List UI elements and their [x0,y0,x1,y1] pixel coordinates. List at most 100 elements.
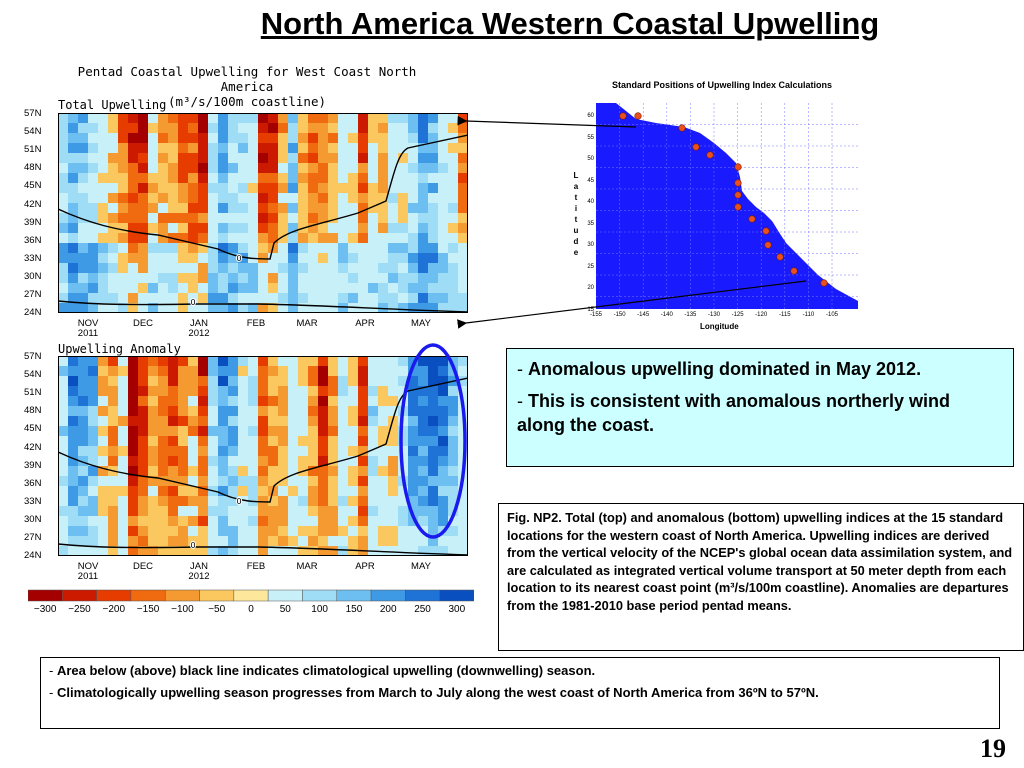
heatmap-cell [338,436,349,447]
heatmap-cell [438,516,449,527]
heatmap-cell [338,283,349,294]
heatmap-cell [328,386,339,397]
heatmap-cell [178,486,189,497]
heatmap-cell [218,213,229,224]
heatmap-cell [228,456,239,467]
heatmap-cell [198,536,209,547]
heatmap-cell [318,376,329,387]
heatmap-cell [258,396,269,407]
heatmap-cell [278,366,289,377]
heatmap-cell [348,486,359,497]
heatmap-cell [368,153,379,164]
heatmap-cell [188,396,199,407]
heatmap-cell [88,526,99,537]
heatmap-cell [368,223,379,234]
heatmap-cell [408,466,419,477]
colorbar-swatch [439,589,474,602]
heatmap-cell [428,253,439,264]
heatmap-cell [168,406,179,417]
heatmap-cell [338,133,349,144]
heatmap-cell [428,546,439,556]
heatmap-cell [248,293,259,304]
heatmap-cell [138,213,149,224]
heatmap-cell [138,416,149,427]
heatmap-cell [398,516,409,527]
heatmap-cell [188,113,199,124]
heatmap-cell [288,396,299,407]
heatmap-cell [238,273,249,284]
heatmap-cell [148,516,159,527]
heatmap-cell [168,203,179,214]
heatmap-cell [318,356,329,367]
heatmap-cell [88,456,99,467]
heatmap-cell [398,153,409,164]
map-lat-tick: 50 [587,156,594,162]
heatmap-cell [348,466,359,477]
colorbar-tick: 200 [379,604,397,615]
colorbar-tick: 150 [345,604,363,615]
colorbar-swatch [130,589,166,602]
heatmap-cell [148,526,159,537]
heatmap-cell [168,143,179,154]
heatmap-cell [128,153,139,164]
heatmap-cell [458,496,468,507]
heatmap-cell [358,263,369,274]
heatmap-cell [178,396,189,407]
heatmap-cell [348,416,359,427]
heatmap-cell [258,536,269,547]
heatmap-cell [448,436,459,447]
x-tick-label: MAY [411,318,431,329]
heatmap-cell [378,143,389,154]
heatmap-cell [108,183,119,194]
upwelling-station [820,279,828,287]
heatmap-cell [268,283,279,294]
heatmap-cell [128,496,139,507]
heatmap-cell [438,496,449,507]
heatmap-cell [148,416,159,427]
heatmap-cell [278,436,289,447]
heatmap-cell [248,526,259,537]
heatmap-cell [88,123,99,134]
heatmap-cell [218,486,229,497]
heatmap-cell [368,446,379,457]
heatmap-cell [278,496,289,507]
heatmap-cell [438,293,449,304]
x-tick: NOV 2011 [68,562,108,582]
heatmap-cell [398,506,409,517]
heatmap-cell [338,386,349,397]
heatmap-cell [218,233,229,244]
heatmap-cell [338,173,349,184]
heatmap-cell [188,446,199,457]
heatmap-cell [408,113,419,124]
heatmap-cell [208,173,219,184]
colorbar-swatch [62,589,97,602]
heatmap-cell [108,426,119,437]
heatmap-cell [78,163,89,174]
heatmap-cell [288,283,299,294]
heatmap-cell [168,193,179,204]
map-lon-tick: -155 [589,312,602,318]
heatmap-cell [118,193,129,204]
x-tick-label: DEC [132,561,154,572]
heatmap-cell [258,263,269,274]
heatmap-cell [248,203,259,214]
heatmap-cell [128,466,139,477]
heatmap-cell [148,273,159,284]
heatmap-cell [298,376,309,387]
heatmap-cell [168,456,179,467]
heatmap-cell [248,426,259,437]
heatmap-cell [368,456,379,467]
heatmap-cell [78,506,89,517]
heatmap-cell [458,486,468,497]
heatmap-cell [328,273,339,284]
heatmap-cell [388,486,399,497]
heatmap-cell [198,526,209,537]
latitude-letter: i [574,204,578,213]
heatmap-cell [268,526,279,537]
heatmap-cell [418,143,429,154]
heatmap-cell [198,386,209,397]
heatmap-cell [348,516,359,527]
heatmap-cell [238,486,249,497]
heatmap-cell [288,133,299,144]
